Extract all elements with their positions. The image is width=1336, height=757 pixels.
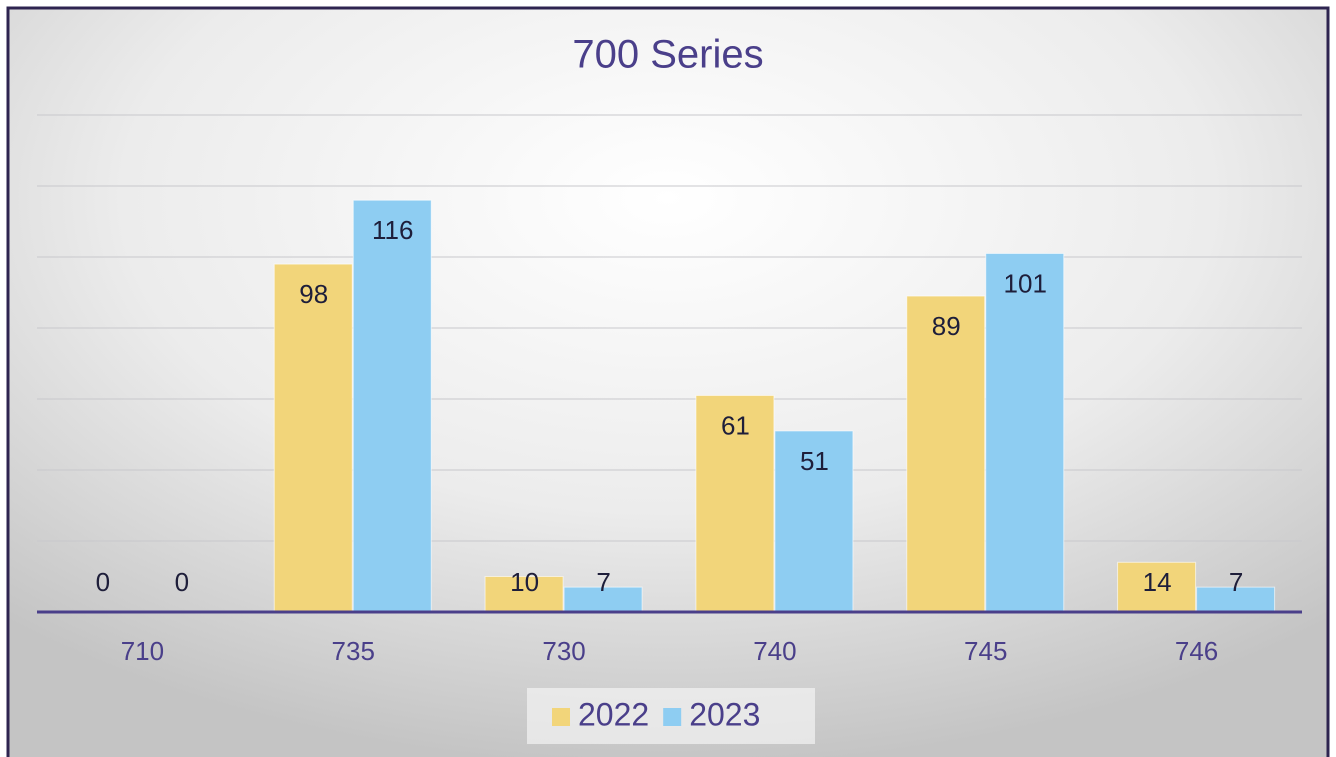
bar [695, 394, 775, 613]
legend-label: 2022 [578, 696, 649, 732]
x-tick-label: 745 [964, 636, 1007, 666]
bar [273, 263, 353, 613]
bar [563, 586, 643, 613]
bar [484, 576, 564, 613]
bar [352, 199, 432, 613]
x-tick-label: 730 [542, 636, 585, 666]
data-label: 116 [372, 215, 413, 245]
bar [774, 430, 854, 613]
legend-swatch [552, 708, 570, 726]
data-label: 14 [1143, 567, 1172, 597]
x-tick-label: 735 [332, 636, 375, 666]
data-label: 51 [800, 446, 829, 476]
bar [985, 252, 1065, 613]
x-tick-label: 710 [121, 636, 164, 666]
bar [1196, 586, 1276, 613]
data-label: 89 [932, 311, 961, 341]
data-label: 98 [299, 279, 328, 309]
data-label: 7 [596, 567, 610, 597]
x-tick-label: 746 [1175, 636, 1218, 666]
x-tick-label: 740 [753, 636, 796, 666]
data-label: 7 [1229, 567, 1243, 597]
legend-swatch [663, 708, 682, 726]
legend-label: 2023 [689, 696, 760, 732]
data-label: 0 [96, 567, 110, 597]
bar [1117, 561, 1197, 613]
data-label: 0 [175, 567, 189, 597]
chart-frame [6, 6, 1330, 757]
data-label: 10 [510, 567, 539, 597]
data-label: 61 [721, 410, 750, 440]
data-label: 101 [1004, 268, 1047, 298]
chart-title: 700 Series [572, 33, 763, 77]
bar [906, 295, 986, 613]
